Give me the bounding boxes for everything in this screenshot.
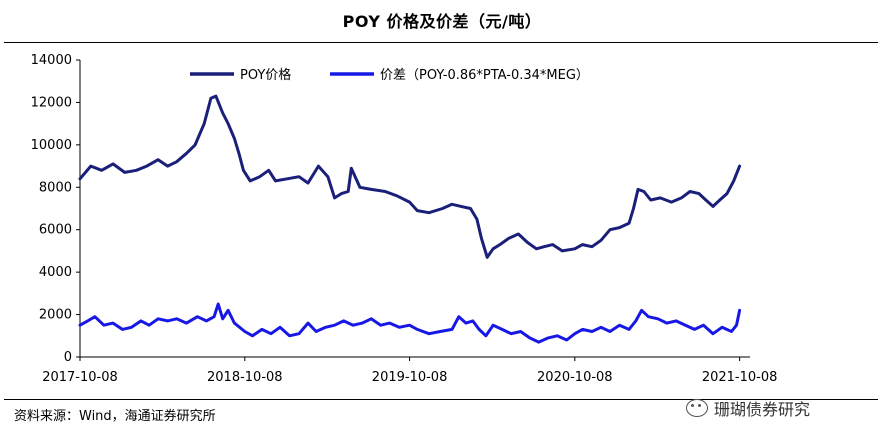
- y-tick-label: 14000: [31, 53, 72, 68]
- series-line-spread: [78, 302, 742, 344]
- series-line-poy-price: [78, 94, 742, 259]
- watermark-text: 珊瑚债券研究: [714, 400, 811, 419]
- y-tick-label: 0: [64, 350, 72, 365]
- y-tick-label: 10000: [31, 138, 72, 153]
- wechat-icon: [686, 399, 708, 417]
- source-note: 资料来源：Wind，海通证券研究所: [14, 409, 216, 424]
- top-rule: [4, 42, 878, 43]
- legend-label-spread: 价差（POY-0.86*PTA-0.34*MEG）: [380, 68, 589, 83]
- y-tick-label: 4000: [39, 265, 72, 280]
- x-tick-label: 2021-10-08: [702, 370, 778, 385]
- x-tick-label: 2019-10-08: [372, 370, 448, 385]
- x-tick-label: 2018-10-08: [207, 370, 283, 385]
- y-tick-label: 8000: [39, 180, 72, 195]
- y-tick-label: 6000: [39, 223, 72, 238]
- y-tick-label: 2000: [39, 308, 72, 323]
- watermark: 珊瑚债券研究: [686, 396, 810, 420]
- chart-title: POY 价格及价差（元/吨）: [342, 12, 542, 31]
- line-chart: 0 2000 4000 6000 8000 10000 12000 14000 2017-10-…: [31, 53, 778, 385]
- legend-label-poy-price: POY价格: [240, 67, 291, 83]
- bottom-rule: [4, 399, 878, 400]
- y-tick-label: 12000: [31, 95, 72, 110]
- x-tick-label: 2017-10-08: [42, 370, 118, 385]
- x-tick-label: 2020-10-08: [537, 370, 613, 385]
